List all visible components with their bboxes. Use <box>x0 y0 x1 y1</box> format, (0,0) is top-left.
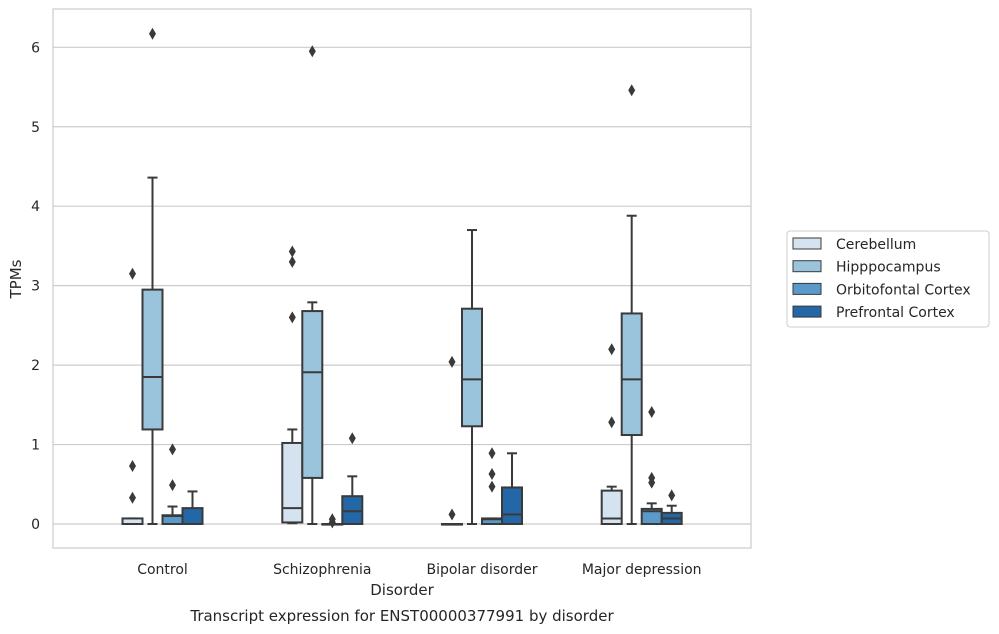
outlier-point <box>288 245 296 258</box>
box-prefrontal-cortex-major-depression <box>660 489 683 526</box>
x-tick-labels: Control Schizophrenia Bipolar disorder Majo… <box>137 562 701 578</box>
outlier-point <box>448 508 456 521</box>
x-tick-label: Schizophrenia <box>273 562 371 578</box>
outlier-point <box>169 479 176 492</box>
outlier-point <box>129 491 136 504</box>
legend: Cerebellum Hipppocampus Orbitofontal Corte… <box>786 230 990 328</box>
box-prefrontal-cortex-schizophrenia <box>341 432 364 526</box>
legend-swatch <box>792 305 822 318</box>
box-orbitofontal-cortex-major-depression <box>640 405 663 526</box>
gridlines <box>53 46 751 525</box>
y-tick-labels: 0 1 2 3 4 5 6 <box>31 40 40 533</box>
box-cerebellum-control <box>121 267 144 525</box>
box-cerebellum-major-depression <box>600 343 623 526</box>
box-cerebellum-bipolar-disorder <box>441 355 463 526</box>
y-tick-label: 1 <box>31 438 40 454</box>
outlier-point <box>328 513 336 526</box>
outlier-point <box>628 84 636 97</box>
legend-label: Prefrontal Cortex <box>836 305 955 321</box>
outlier-point <box>288 311 296 324</box>
outlier-point <box>448 355 456 368</box>
outlier-point <box>488 467 496 480</box>
x-tick-label: Control <box>137 562 188 578</box>
y-tick-label: 0 <box>31 517 40 533</box>
legend-swatch <box>792 237 822 250</box>
box-cerebellum-schizophrenia <box>281 245 304 525</box>
x-tick-label: Major depression <box>582 562 702 578</box>
outlier-point <box>608 343 616 356</box>
outlier-point <box>129 460 136 473</box>
outlier-point <box>348 432 356 445</box>
outlier-point <box>668 489 676 502</box>
outlier-point <box>308 45 316 58</box>
box-orbitofontal-cortex-bipolar-disorder <box>481 447 503 525</box>
y-tick-label: 2 <box>31 358 40 374</box>
box-orbitofontal-cortex-control <box>161 443 184 525</box>
y-tick-label: 5 <box>31 120 40 136</box>
iqr-box <box>620 312 643 437</box>
legend-swatch <box>792 260 822 273</box>
outlier-point <box>488 480 496 493</box>
box-prefrontal-cortex-bipolar-disorder <box>501 452 523 526</box>
y-tick-label: 4 <box>31 199 40 215</box>
box-prefrontal-cortex-control <box>181 490 204 525</box>
iqr-box <box>461 307 483 428</box>
box-hipppocampus-major-depression <box>620 84 643 525</box>
x-tick-label: Bipolar disorder <box>426 562 537 578</box>
iqr-box <box>141 288 164 431</box>
legend-label: Orbitofontal Cortex <box>836 282 971 298</box>
legend-swatch <box>792 282 822 295</box>
chart-title: Transcript expression for ENST0000037799… <box>189 607 614 625</box>
legend-label: Cerebellum <box>836 237 916 253</box>
box-hipppocampus-bipolar-disorder <box>461 229 483 525</box>
outlier-point <box>169 443 176 456</box>
y-tick-label: 6 <box>31 40 40 56</box>
outlier-point <box>608 416 616 429</box>
outlier-point <box>288 255 296 268</box>
iqr-box <box>341 495 364 526</box>
iqr-box <box>181 507 204 525</box>
outlier-point <box>648 405 656 418</box>
outlier-point <box>488 447 496 460</box>
box-orbitofontal-cortex-schizophrenia <box>321 513 344 529</box>
plot-frame <box>52 8 752 549</box>
y-axis-label: TPMs <box>7 259 25 299</box>
outlier-point <box>129 267 136 280</box>
x-axis-label: Disorder <box>370 581 434 599</box>
box-hipppocampus-control <box>141 27 164 525</box>
iqr-box <box>301 310 324 479</box>
iqr-box <box>281 441 304 524</box>
legend-frame <box>786 230 990 328</box>
box-hipppocampus-schizophrenia <box>301 45 324 525</box>
box-layer <box>121 27 683 529</box>
outlier-point <box>648 471 656 484</box>
y-tick-label: 3 <box>31 279 40 295</box>
iqr-box <box>600 489 623 526</box>
legend-label: Hipppocampus <box>836 260 941 276</box>
iqr-box <box>501 486 523 526</box>
outlier-point <box>149 27 156 40</box>
